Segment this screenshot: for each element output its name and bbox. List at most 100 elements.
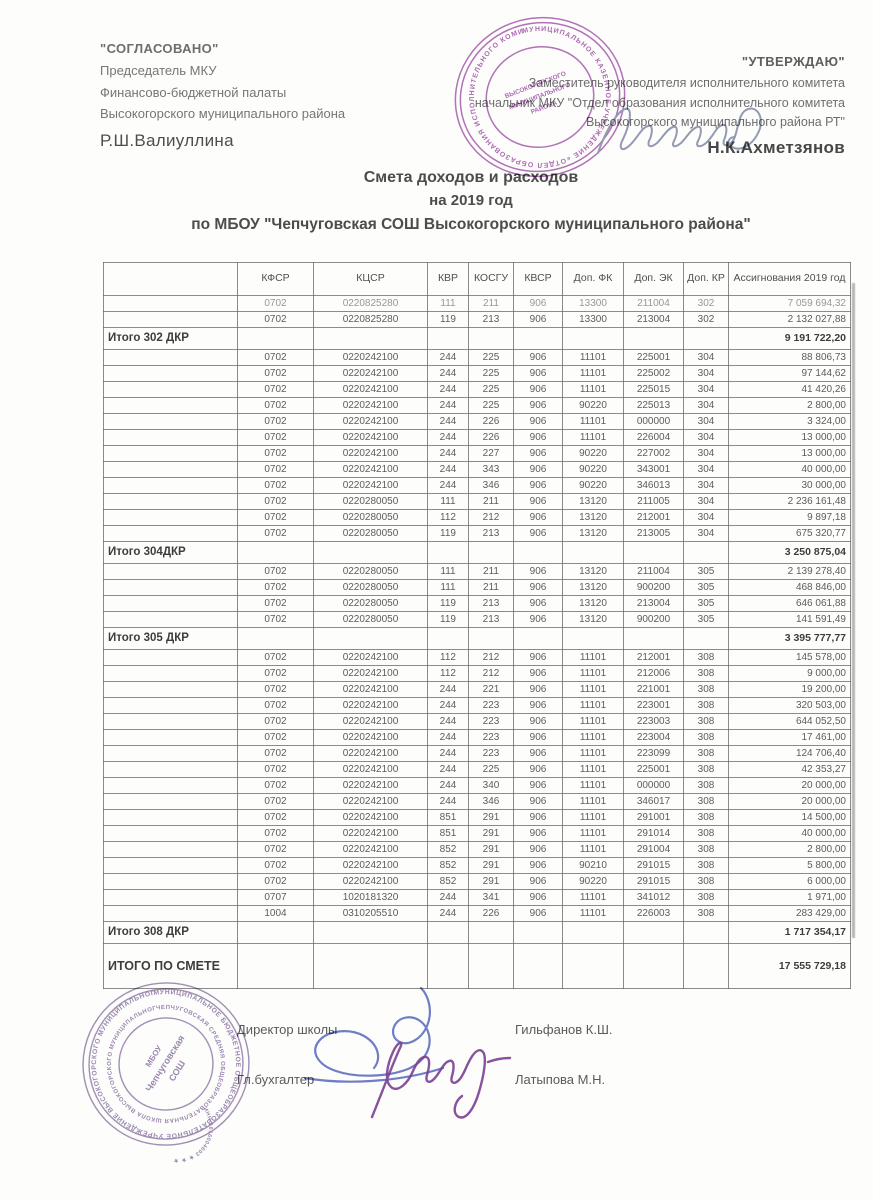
col-header-kvr: КВР — [427, 262, 469, 296]
cell-dop-kr — [683, 327, 729, 350]
cell-kvr: 119 — [427, 525, 469, 542]
cell-dop-fk — [562, 627, 624, 650]
cell-kcsr: 0220280050 — [313, 611, 428, 628]
cell-dop-kr: 308 — [683, 745, 729, 762]
cell-kfsr: 0702 — [237, 595, 314, 612]
cell-kvr — [427, 627, 469, 650]
cell-kcsr: 0220242100 — [313, 445, 428, 462]
cell-kfsr: 0702 — [237, 777, 314, 794]
cell-kcsr: 0220242100 — [313, 461, 428, 478]
cell-kcsr: 0220280050 — [313, 525, 428, 542]
cell-kvr: 244 — [427, 349, 469, 366]
cell-kcsr: 0220242100 — [313, 841, 428, 858]
cell-dop-kr — [683, 921, 729, 944]
cell-kcsr: 0220280050 — [313, 509, 428, 526]
cell-kvsr: 906 — [513, 745, 563, 762]
cell-kcsr — [313, 943, 428, 989]
cell-kfsr: 0702 — [237, 461, 314, 478]
cell-dop-fk: 11101 — [562, 381, 624, 398]
cell-dop-kr: 304 — [683, 381, 729, 398]
cell-dop-kr: 308 — [683, 713, 729, 730]
cell-kosgu: 346 — [468, 793, 514, 810]
cell-kfsr: 0702 — [237, 381, 314, 398]
cell-dop-kr — [683, 627, 729, 650]
cell-kosgu: 226 — [468, 429, 514, 446]
cell-kosgu: 291 — [468, 809, 514, 826]
cell-assign: 320 503,00 — [728, 697, 851, 714]
approval-left-block: "СОГЛАСОВАНО" Председатель МКУ Финансово… — [100, 38, 440, 156]
cell-kvsr: 906 — [513, 713, 563, 730]
cell-assign: 3 395 777,77 — [728, 627, 851, 650]
cell-kosgu: 291 — [468, 857, 514, 874]
cell-dop-fk: 11101 — [562, 777, 624, 794]
cell-kosgu: 211 — [468, 295, 514, 312]
cell-kvr: 244 — [427, 461, 469, 478]
cell-kfsr: 1004 — [237, 905, 314, 922]
title-line-3: по МБОУ "Чепчуговская СОШ Высокогорского… — [191, 215, 751, 233]
cell-assign: 97 144,62 — [728, 365, 851, 382]
approved-label: "УТВЕРЖДАЮ" — [741, 54, 845, 69]
cell-kvsr — [513, 921, 563, 944]
cell-dop-ek: 291014 — [623, 825, 684, 842]
cell-label — [103, 713, 238, 730]
table-row: 0702 0220242100 112 212 906 11101 212006 308 9 0… — [103, 665, 851, 682]
cell-kosgu: 226 — [468, 413, 514, 430]
cell-dop-ek: 225001 — [623, 349, 684, 366]
table-row: 0702 0220242100 852 291 906 90210 291015 308 5 8… — [103, 857, 851, 874]
cell-dop-kr: 304 — [683, 413, 729, 430]
approval-right-line-4: Высокогорского муниципального района РТ" — [585, 114, 845, 129]
budget-table-body: 0702 0220825280 111 211 906 13300 211004 302 7 0… — [103, 295, 851, 989]
table-row: 0702 0220242100 851 291 906 11101 291001 308 14 … — [103, 809, 851, 826]
cell-assign: 7 059 694,32 — [728, 295, 851, 312]
cell-kcsr: 0220242100 — [313, 365, 428, 382]
cell-dop-kr: 304 — [683, 477, 729, 494]
cell-kfsr: 0702 — [237, 649, 314, 666]
total-row: Итого 304ДКР 3 250 875,04 — [103, 541, 851, 564]
cell-kvr: 119 — [427, 595, 469, 612]
cell-dop-kr: 302 — [683, 295, 729, 312]
cell-kcsr: 0220242100 — [313, 697, 428, 714]
cell-kcsr: 1020181320 — [313, 889, 428, 906]
cell-kcsr: 0220242100 — [313, 381, 428, 398]
cell-dop-ek: 213005 — [623, 525, 684, 542]
cell-label — [103, 697, 238, 714]
cell-kosgu: 225 — [468, 381, 514, 398]
cell-kfsr: 0702 — [237, 429, 314, 446]
cell-dop-ek: 223004 — [623, 729, 684, 746]
table-row: 0702 0220280050 119 213 906 13120 213005 304 675… — [103, 525, 851, 542]
table-row: 0702 0220242100 112 212 906 11101 212001 308 145… — [103, 649, 851, 666]
cell-dop-ek — [623, 327, 684, 350]
cell-label — [103, 889, 238, 906]
cell-kcsr — [313, 327, 428, 350]
cell-assign: 13 000,00 — [728, 429, 851, 446]
cell-kvr: 244 — [427, 413, 469, 430]
cell-kosgu: 343 — [468, 461, 514, 478]
cell-assign: 9 191 722,20 — [728, 327, 851, 350]
cell-kfsr: 0707 — [237, 889, 314, 906]
cell-dop-fk: 13120 — [562, 579, 624, 596]
cell-dop-kr: 302 — [683, 311, 729, 328]
cell-dop-fk: 13120 — [562, 595, 624, 612]
cell-dop-fk: 11101 — [562, 809, 624, 826]
table-row: 0702 0220242100 244 225 906 11101 225001 304 88 … — [103, 349, 851, 366]
table-row: 0702 0220242100 244 223 906 11101 223001 308 320… — [103, 697, 851, 714]
cell-dop-fk: 13120 — [562, 525, 624, 542]
cell-dop-kr: 308 — [683, 905, 729, 922]
cell-kcsr: 0220825280 — [313, 295, 428, 312]
cell-kcsr: 0220242100 — [313, 349, 428, 366]
cell-label — [103, 295, 238, 312]
cell-kvr: 244 — [427, 761, 469, 778]
cell-dop-kr: 308 — [683, 697, 729, 714]
total-row: Итого 308 ДКР 1 717 354,17 — [103, 921, 851, 944]
cell-dop-kr: 305 — [683, 579, 729, 596]
cell-dop-kr: 305 — [683, 563, 729, 580]
col-header-kvsr: КВСР — [513, 262, 563, 296]
cell-kvr: 244 — [427, 397, 469, 414]
table-row: 0702 0220242100 244 226 906 11101 000000 304 3 3… — [103, 413, 851, 430]
cell-kvsr: 906 — [513, 311, 563, 328]
stamp-bottom-center-1: МБОУ — [144, 1043, 165, 1068]
cell-kvsr — [513, 327, 563, 350]
cell-kosgu: 346 — [468, 477, 514, 494]
cell-kosgu: 223 — [468, 745, 514, 762]
cell-kosgu: 227 — [468, 445, 514, 462]
